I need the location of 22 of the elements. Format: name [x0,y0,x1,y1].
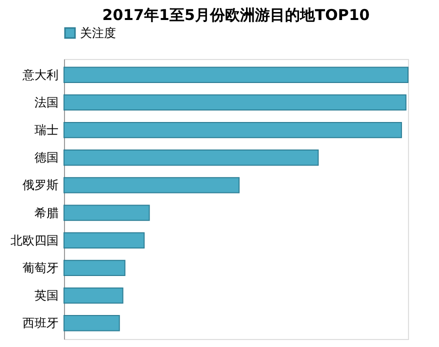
bar [64,287,124,304]
bar [64,315,120,332]
y-tick-label: 俄罗斯 [22,178,58,192]
y-tick-label: 德国 [34,150,58,165]
y-tick-label: 法国 [34,95,58,110]
legend-label: 关注度 [80,26,116,40]
y-tick-label: 希腊 [34,206,58,220]
bar [64,177,240,194]
bar [64,122,402,138]
y-tick-label: 西班牙 [22,316,58,330]
y-tick-label: 意大利 [22,68,58,82]
bar [64,94,406,111]
chart-title: 2017年1至5月份欧洲游目的地TOP10 [102,6,370,24]
bar [64,260,126,276]
bar [64,232,145,248]
y-tick-label: 北欧四国 [10,233,58,248]
bar [64,150,319,166]
bar [64,204,150,221]
y-tick-label: 瑞士 [34,123,58,138]
y-tick-label: 葡萄牙 [22,260,58,275]
y-tick-label: 英国 [34,288,58,303]
bar [64,66,408,83]
